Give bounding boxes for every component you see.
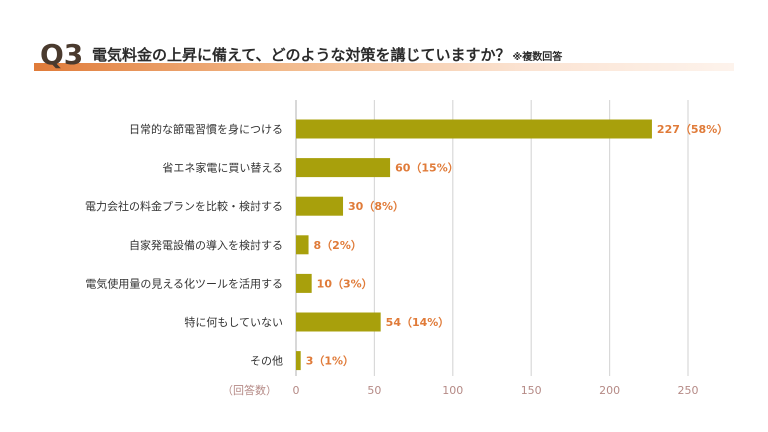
category-label-5: 特に何もしていない bbox=[184, 315, 283, 329]
bar-5 bbox=[296, 312, 381, 332]
bar-2 bbox=[296, 196, 344, 216]
value-label-3: 8（2%） bbox=[314, 239, 362, 252]
category-label-4: 電気使用量の見える化ツールを活用する bbox=[85, 276, 283, 290]
multiple-answer-note: ※複数回答 bbox=[512, 52, 563, 63]
bar-1 bbox=[296, 158, 391, 178]
category-label-0: 日常的な節電習慣を身につける bbox=[129, 122, 283, 136]
tick-labels: 0 50 100 150 200 250 bbox=[293, 384, 699, 397]
value-label-5: 54（14%） bbox=[386, 316, 450, 329]
tick-label-200: 200 bbox=[599, 384, 620, 397]
value-label-4: 10（3%） bbox=[317, 277, 373, 290]
tick-label-50: 50 bbox=[367, 384, 381, 397]
tick-label-150: 150 bbox=[521, 384, 542, 397]
bar-0 bbox=[296, 119, 652, 139]
value-label-6: 3（1%） bbox=[306, 355, 354, 368]
value-label-0: 227（58%） bbox=[657, 123, 728, 136]
tick-label-250: 250 bbox=[678, 384, 699, 397]
value-labels: 227（58%） 60（15%） 30（8%） 8（2%） 10（3%） 54（14%） 3… bbox=[306, 123, 729, 368]
bar-6 bbox=[296, 351, 301, 371]
chart-header: Q3 電気料金の上昇に備えて、どのような対策を講じていますか？ ※複数回答 bbox=[0, 0, 768, 80]
axis-unit-label: （回答数） bbox=[222, 383, 277, 397]
value-label-1: 60（15%） bbox=[395, 162, 459, 175]
title-underline-band bbox=[34, 63, 734, 71]
category-label-3: 自家発電設備の導入を検討する bbox=[129, 238, 283, 252]
bar-4 bbox=[296, 273, 312, 293]
chart-title-text: 電気料金の上昇に備えて、どのような対策を講じていますか？ bbox=[92, 46, 511, 64]
value-label-2: 30（8%） bbox=[348, 200, 404, 213]
category-label-6: その他 bbox=[250, 355, 283, 368]
tick-label-0: 0 bbox=[293, 384, 300, 397]
question-number: Q3 bbox=[40, 38, 84, 71]
category-label-2: 電力会社の料金プランを比較・検討する bbox=[85, 199, 283, 213]
bar-3 bbox=[296, 235, 309, 255]
category-labels: 日常的な節電習慣を身につける省エネ家電に買い替える電力会社の料金プランを比較・検… bbox=[85, 122, 283, 368]
tick-label-100: 100 bbox=[442, 384, 463, 397]
category-label-1: 省エネ家電に買い替える bbox=[162, 161, 283, 175]
chart-title: 電気料金の上昇に備えて、どのような対策を講じていますか？ ※複数回答 bbox=[92, 44, 562, 65]
bars bbox=[296, 119, 652, 371]
